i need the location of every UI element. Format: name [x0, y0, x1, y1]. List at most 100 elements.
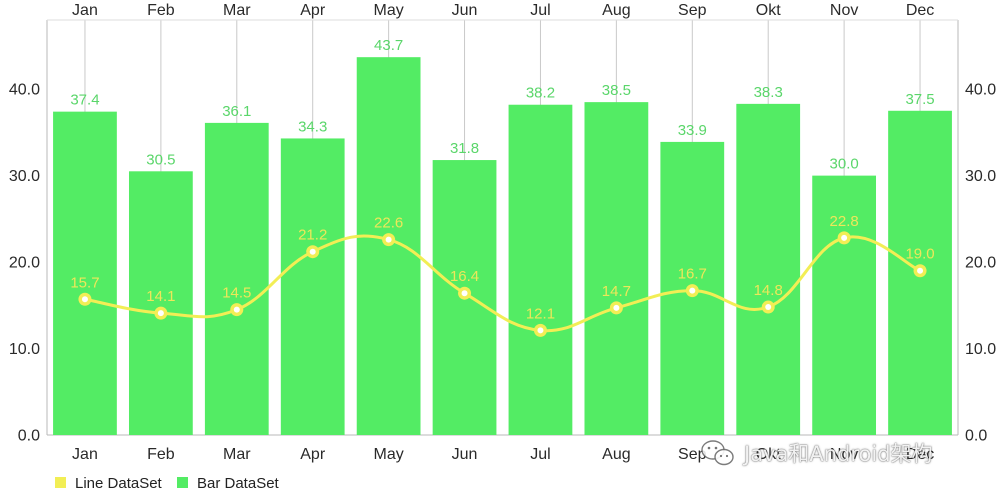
axis-lines	[46, 19, 959, 436]
x-label-top-may: May	[374, 2, 404, 19]
bar-value-label-mar: 36.1	[222, 103, 251, 120]
y-axis-labels-right: 0.0 10.0 20.0 30.0 40.0	[965, 82, 996, 445]
x-label-bottom-aug: Aug	[602, 446, 630, 463]
bar-value-label-sep: 33.9	[678, 122, 707, 139]
x-label-bottom-sep: Sep	[678, 446, 707, 463]
bar-value-label-dec: 37.5	[905, 91, 934, 108]
x-label-top-aug: Aug	[602, 2, 630, 19]
line-value-label-nov: 22.8	[830, 213, 859, 230]
y-tick-left-40: 40.0	[9, 82, 40, 99]
line-point-jan[interactable]	[78, 292, 92, 306]
bar-value-label-aug: 38.5	[602, 82, 631, 99]
x-label-top-apr: Apr	[300, 2, 326, 19]
x-label-top-jun: Jun	[452, 2, 478, 19]
x-label-top-dec: Dec	[906, 2, 934, 19]
x-axis-labels-top: Jan Feb Mar Apr May Jun Jul Aug Sep Okt Nov Dec	[72, 2, 934, 19]
x-label-bottom-mar: Mar	[223, 446, 251, 463]
x-label-bottom-jun: Jun	[452, 446, 478, 463]
legend-label-bar: Bar DataSet	[197, 475, 280, 492]
line-point-hole	[461, 290, 468, 297]
y-tick-right-40: 40.0	[965, 82, 996, 99]
line-value-label-mar: 14.5	[222, 285, 251, 302]
line-value-label-sep: 16.7	[678, 266, 707, 283]
bar-value-label-jan: 37.4	[70, 92, 99, 109]
line-value-label-feb: 14.1	[146, 288, 175, 305]
bar-apr[interactable]	[280, 138, 345, 435]
y-tick-right-0: 0.0	[965, 428, 987, 445]
x-label-top-mar: Mar	[223, 2, 251, 19]
line-value-label-aug: 14.7	[602, 283, 631, 300]
bar-feb[interactable]	[128, 171, 193, 436]
x-label-bottom-jul: Jul	[530, 446, 550, 463]
bar-value-label-apr: 34.3	[298, 118, 327, 135]
x-label-top-sep: Sep	[678, 2, 707, 19]
x-label-top-jul: Jul	[530, 2, 550, 19]
legend-item-bar-dataset: Bar DataSet	[177, 475, 280, 492]
x-label-bottom-dec: Dec	[906, 446, 934, 463]
bar-value-label-jun: 31.8	[450, 140, 479, 157]
line-point-hole	[689, 287, 696, 294]
line-point-mar[interactable]	[230, 303, 244, 317]
x-label-bottom-nov: Nov	[830, 446, 858, 463]
bar-value-labels: 37.4 30.5 36.1 34.3 43.7 31.8 38.2 38.5 33.9 38.3…	[70, 37, 934, 172]
bar-nov[interactable]	[812, 175, 877, 435]
line-value-label-jun: 16.4	[450, 268, 479, 285]
line-series	[78, 231, 927, 337]
legend-label-line: Line DataSet	[75, 475, 163, 492]
line-point-hole	[765, 304, 772, 311]
line-value-label-jan: 15.7	[70, 274, 99, 291]
bar-mar[interactable]	[204, 122, 269, 436]
x-axis-labels-bottom: Jan Feb Mar Apr May Jun Jul Aug Sep Okt Nov Dec	[72, 446, 934, 463]
y-tick-left-0: 0.0	[18, 428, 40, 445]
line-point-hole	[385, 236, 392, 243]
line-value-label-may: 22.6	[374, 215, 403, 232]
line-point-hole	[309, 248, 316, 255]
legend-swatch-bar	[177, 477, 188, 488]
x-label-bottom-feb: Feb	[147, 446, 175, 463]
bar-value-label-feb: 30.5	[146, 151, 175, 168]
x-label-top-jan: Jan	[72, 2, 98, 19]
x-label-bottom-may: May	[374, 446, 404, 463]
x-label-top-nov: Nov	[830, 2, 858, 19]
line-point-dec[interactable]	[913, 264, 927, 278]
line-point-hole	[537, 327, 544, 334]
bar-value-label-nov: 30.0	[830, 156, 859, 173]
y-tick-left-20: 20.0	[9, 255, 40, 272]
line-point-jul[interactable]	[533, 323, 547, 337]
y-axis-labels-left: 0.0 10.0 20.0 30.0 40.0	[9, 82, 40, 445]
bar-jul[interactable]	[508, 104, 573, 436]
line-value-label-jul: 12.1	[526, 305, 555, 322]
y-tick-right-20: 20.0	[965, 255, 996, 272]
line-point-apr[interactable]	[306, 245, 320, 259]
line-point-hole	[841, 234, 848, 241]
line-point-feb[interactable]	[154, 306, 168, 320]
bar-value-label-okt: 38.3	[754, 84, 783, 101]
bar-jan[interactable]	[53, 111, 117, 435]
line-point-hole	[81, 296, 88, 303]
line-point-hole	[917, 267, 924, 274]
bar-value-label-may: 43.7	[374, 37, 403, 54]
bar-series	[53, 57, 952, 436]
x-label-bottom-apr: Apr	[300, 446, 326, 463]
line-point-sep[interactable]	[685, 284, 699, 298]
legend-swatch-line	[55, 477, 66, 488]
x-label-bottom-jan: Jan	[72, 446, 98, 463]
x-label-bottom-okt: Okt	[756, 446, 781, 463]
line-point-may[interactable]	[382, 233, 396, 247]
x-label-top-feb: Feb	[147, 2, 175, 19]
y-tick-left-10: 10.0	[9, 341, 40, 358]
bar-aug[interactable]	[584, 102, 649, 436]
y-tick-right-10: 10.0	[965, 341, 996, 358]
y-tick-right-30: 30.0	[965, 168, 996, 185]
line-point-jun[interactable]	[458, 286, 472, 300]
bar-okt[interactable]	[736, 103, 801, 435]
legend-item-line-dataset: Line DataSet	[55, 475, 163, 492]
bar-value-label-jul: 38.2	[526, 85, 555, 102]
line-value-label-okt: 14.8	[754, 282, 783, 299]
line-point-aug[interactable]	[609, 301, 623, 315]
line-value-label-apr: 21.2	[298, 227, 327, 244]
line-point-nov[interactable]	[837, 231, 851, 245]
line-value-label-dec: 19.0	[905, 246, 934, 263]
line-point-okt[interactable]	[761, 300, 775, 314]
